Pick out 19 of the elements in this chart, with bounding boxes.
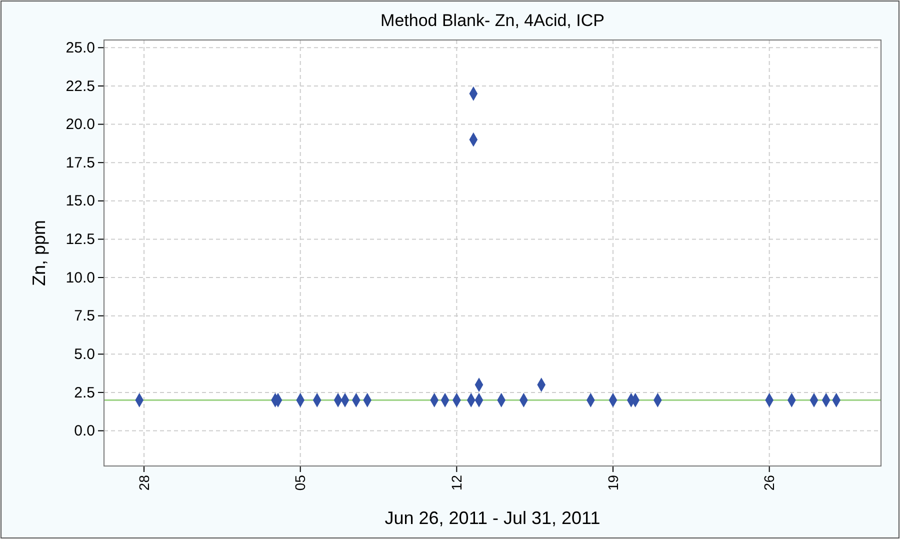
y-tick-label: 20.0	[66, 116, 95, 134]
x-tick-label: 12	[448, 474, 465, 491]
y-tick-label: 7.5	[74, 308, 95, 325]
x-tick-label: 26	[761, 474, 778, 491]
x-tick-label: 19	[604, 474, 621, 491]
x-axis-title: Jun 26, 2011 - Jul 31, 2011	[384, 508, 600, 528]
y-tick-label: 5.0	[74, 346, 95, 363]
y-axis-title: Zn, ppm	[29, 220, 49, 286]
y-tick-label: 22.5	[66, 78, 95, 95]
y-tick-label: 12.5	[66, 231, 95, 248]
y-tick-label: 2.5	[74, 384, 95, 402]
y-tick-label: 17.5	[66, 154, 95, 172]
y-tick-label: 25.0	[66, 39, 95, 56]
x-tick-label: 28	[136, 474, 152, 491]
y-tick-label: 10.0	[66, 269, 95, 286]
y-tick-label: 0.0	[74, 422, 95, 440]
chart-title: Method Blank- Zn, 4Acid, ICP	[380, 11, 604, 30]
y-tick-label: 15.0	[66, 192, 95, 210]
x-tick-label: 05	[292, 474, 308, 491]
